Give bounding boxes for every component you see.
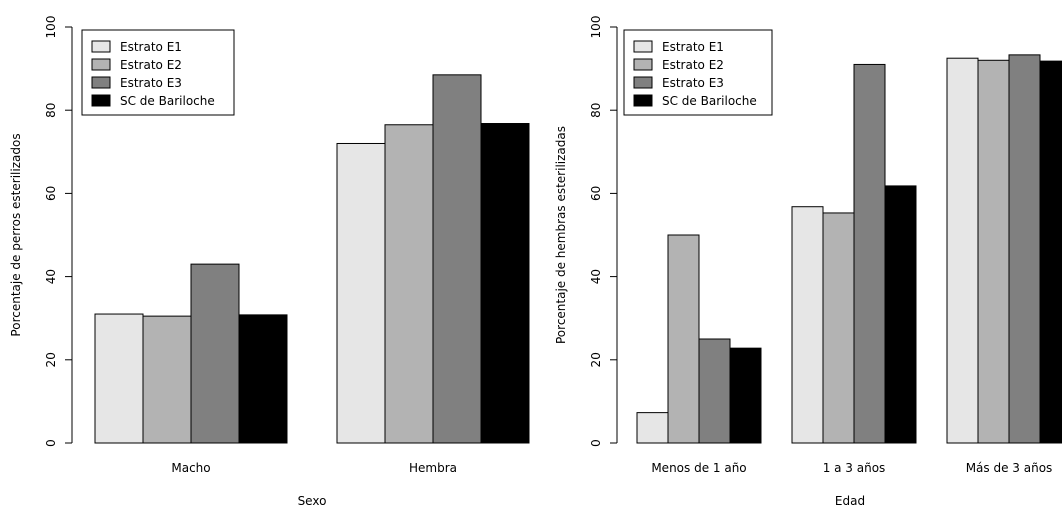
y-axis-title: Porcentaje de perros esterilizados: [9, 133, 23, 336]
bar-mas-de-3-anos-estrato-e1: [946, 57, 979, 444]
chart-panel-sexo: 0 20 40 60 80 100 Porcentaje de perros esteril…: [9, 16, 530, 508]
y-tick-label: 60: [44, 186, 58, 201]
bar-macho-estrato-e1: [94, 313, 144, 444]
y-tick-label: 80: [44, 103, 58, 118]
legend-swatch-estrato-e2: [633, 58, 653, 71]
y-tick-label: 100: [44, 16, 58, 39]
bar-macho-estrato-e2: [142, 315, 192, 444]
bar-1-a-3-anos-estrato-e1: [791, 206, 824, 444]
bar-menos-de-1-ano-estrato-e2: [667, 234, 700, 444]
bar-macho-estrato-e3: [190, 263, 240, 444]
bar-hembra-estrato-e3: [432, 74, 482, 444]
y-tick-label: 0: [589, 439, 603, 447]
legend-label-estrato-e1: Estrato E1: [662, 40, 724, 54]
bar-mas-de-3-anos-sc-de-bariloche: [1039, 60, 1062, 444]
legend: Estrato E1 Estrato E2 Estrato E3 SC de Bari…: [623, 29, 773, 116]
x-category-label: Macho: [171, 461, 210, 475]
legend-label-estrato-e3: Estrato E3: [120, 76, 182, 90]
legend-swatch-estrato-e2: [91, 58, 111, 71]
legend-swatch-estrato-e3: [91, 76, 111, 89]
x-category-label: Más de 3 años: [966, 461, 1053, 475]
x-category-label: Hembra: [409, 461, 457, 475]
legend-swatch-estrato-e1: [91, 40, 111, 53]
bar-hembra-estrato-e1: [336, 142, 386, 444]
bar-mas-de-3-anos-estrato-e3: [1008, 54, 1041, 444]
bar-1-a-3-anos-estrato-e2: [822, 212, 855, 444]
legend: Estrato E1 Estrato E2 Estrato E3 SC de Bari…: [81, 29, 235, 116]
bar-menos-de-1-ano-estrato-e3: [698, 338, 731, 444]
legend-swatch-sc-de-bariloche: [633, 94, 653, 107]
legend-label-estrato-e1: Estrato E1: [120, 40, 182, 54]
y-axis-title: Porcentaje de hembras esterilizadas: [554, 126, 568, 344]
bar-macho-sc-de-bariloche: [238, 314, 288, 444]
x-axis-title: Sexo: [298, 494, 327, 508]
x-category-label: Menos de 1 año: [651, 461, 746, 475]
legend-label-sc-de-bariloche: SC de Bariloche: [662, 94, 757, 108]
bar-menos-de-1-ano-sc-de-bariloche: [729, 347, 762, 444]
bar-hembra-estrato-e2: [384, 124, 434, 444]
x-category-label: 1 a 3 años: [823, 461, 886, 475]
legend-label-estrato-e3: Estrato E3: [662, 76, 724, 90]
chart-panel-edad: 0 20 40 60 80 100 Porcentaje de hembras esteri…: [554, 16, 1062, 508]
legend-label-sc-de-bariloche: SC de Bariloche: [120, 94, 215, 108]
legend-swatch-estrato-e1: [633, 40, 653, 53]
y-tick-label: 100: [589, 16, 603, 39]
bar-1-a-3-anos-estrato-e3: [853, 63, 886, 444]
legend-label-estrato-e2: Estrato E2: [662, 58, 724, 72]
y-tick-label: 60: [589, 186, 603, 201]
y-tick-label: 0: [44, 439, 58, 447]
y-tick-label: 40: [44, 269, 58, 284]
legend-swatch-estrato-e3: [633, 76, 653, 89]
bar-hembra-sc-de-bariloche: [480, 123, 530, 444]
bar-menos-de-1-ano-estrato-e1: [636, 412, 669, 444]
y-tick-label: 20: [589, 352, 603, 367]
legend-label-estrato-e2: Estrato E2: [120, 58, 182, 72]
x-axis-title: Edad: [835, 494, 865, 508]
bar-mas-de-3-anos-estrato-e2: [977, 59, 1010, 444]
legend-swatch-sc-de-bariloche: [91, 94, 111, 107]
bar-1-a-3-anos-sc-de-bariloche: [884, 185, 917, 444]
y-tick-label: 20: [44, 352, 58, 367]
y-tick-label: 40: [589, 269, 603, 284]
y-tick-label: 80: [589, 103, 603, 118]
